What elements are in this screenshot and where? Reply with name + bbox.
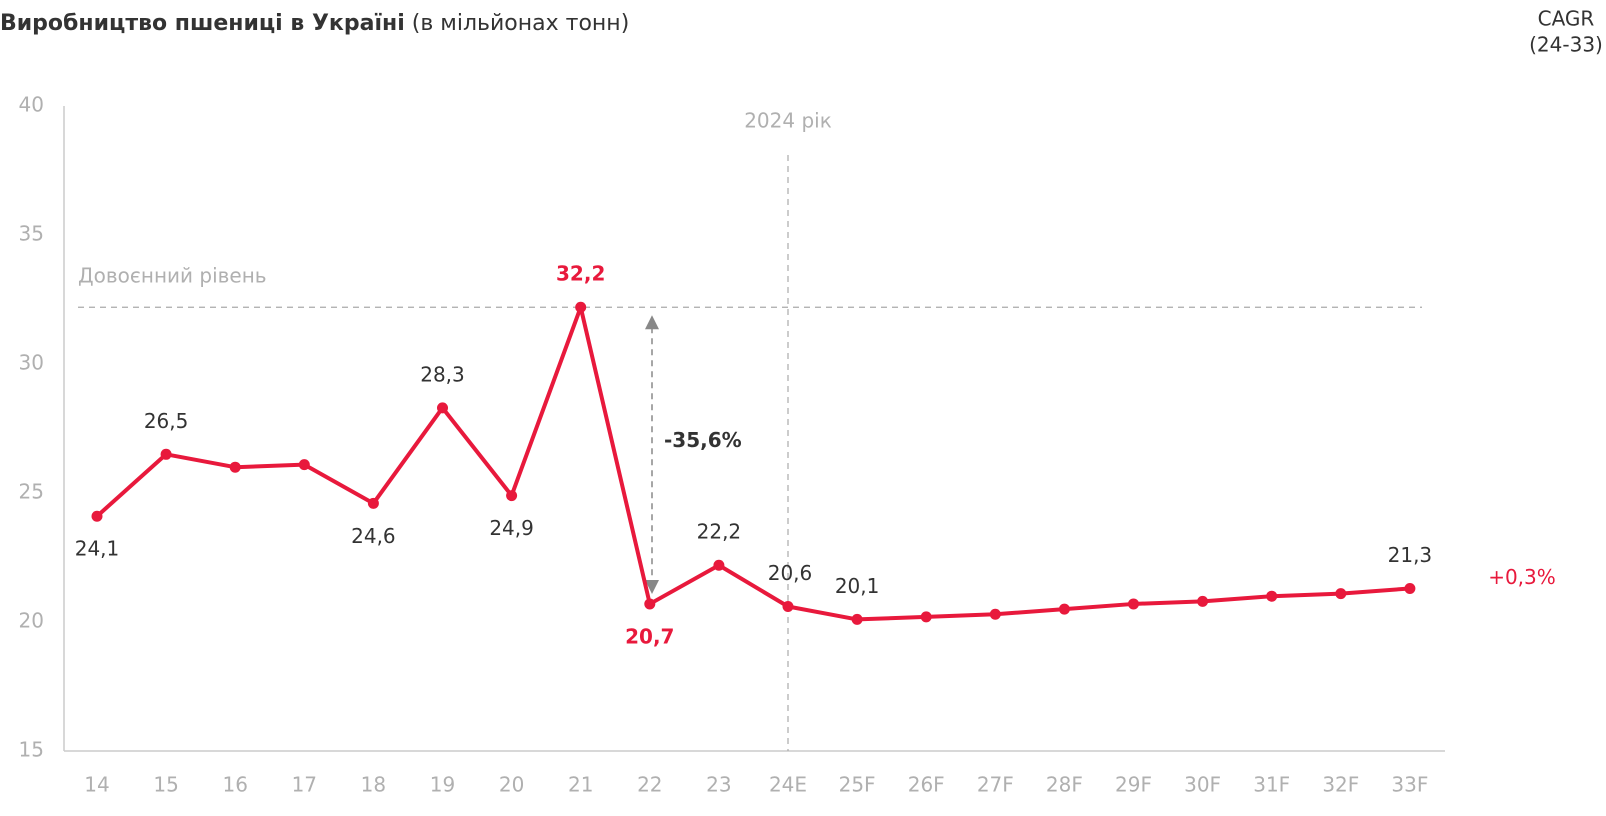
x-tick-label: 20: [499, 773, 524, 797]
x-tick-label: 29F: [1115, 773, 1152, 797]
value-label: 24,9: [489, 516, 534, 540]
x-tick-label: 24E: [769, 773, 807, 797]
value-label: 20,7: [625, 624, 674, 648]
data-point: [644, 598, 656, 610]
y-tick-label: 25: [19, 480, 44, 504]
data-point: [437, 402, 448, 414]
vertical-label: 2024 рік: [744, 109, 832, 133]
data-point: [1128, 598, 1139, 610]
x-tick-label: 32F: [1322, 773, 1359, 797]
arrow-head: [645, 315, 659, 330]
data-point: [367, 497, 379, 509]
data-point: [1197, 595, 1209, 607]
data-point: [229, 461, 241, 473]
cagr-title: CAGR: [1538, 7, 1595, 31]
value-label: 22,2: [697, 520, 742, 544]
title-main: Виробництво пшениці в Україні: [0, 11, 405, 36]
y-tick-label: 15: [19, 738, 44, 762]
x-tick-label: 30F: [1184, 773, 1221, 797]
data-point: [1335, 588, 1347, 600]
reference-label: Довоєнний рівень: [78, 264, 267, 288]
value-label: 20,6: [768, 561, 813, 585]
arrow-head: [645, 579, 659, 594]
data-point: [160, 448, 172, 460]
data-point: [851, 613, 863, 625]
value-label: 21,3: [1388, 543, 1433, 567]
x-tick-label: 22: [637, 773, 662, 797]
value-label: 26,5: [144, 409, 189, 433]
title-sub: (в мільйонах тонн): [412, 11, 630, 36]
x-tick-label: 18: [361, 773, 386, 797]
change-label: -35,6%: [664, 428, 742, 452]
y-tick-label: 20: [19, 609, 44, 633]
y-tick-label: 30: [19, 351, 44, 375]
data-point: [1266, 590, 1278, 602]
data-point: [575, 301, 587, 313]
data-point: [713, 559, 725, 571]
x-tick-label: 23: [706, 773, 731, 797]
data-point: [989, 608, 1001, 620]
x-tick-label: 33F: [1391, 773, 1428, 797]
x-tick-label: 19: [430, 773, 455, 797]
x-tick-label: 21: [568, 773, 593, 797]
data-line: [95, 305, 1411, 622]
data-point: [1404, 582, 1416, 594]
cagr-value: +0,3%: [1488, 565, 1556, 589]
x-tick-label: 28F: [1046, 773, 1083, 797]
data-point: [782, 601, 794, 613]
value-label: 28,3: [420, 362, 465, 386]
chart-title: Виробництво пшениці в Україні (в мільйон…: [0, 11, 629, 36]
y-tick-label: 35: [19, 222, 44, 246]
value-label: 20,1: [835, 574, 880, 598]
data-point: [91, 510, 103, 522]
value-label: 24,1: [75, 537, 120, 561]
value-label: 24,6: [351, 524, 396, 548]
data-point: [920, 611, 932, 623]
x-tick-label: 26F: [908, 773, 945, 797]
x-tick-label: 14: [84, 773, 109, 797]
cagr-period: (24-33): [1529, 33, 1603, 57]
value-label: 32,2: [556, 262, 605, 286]
data-point: [506, 490, 518, 502]
data-point: [1058, 603, 1070, 615]
x-tick-label: 31F: [1253, 773, 1290, 797]
x-tick-label: 17: [292, 773, 317, 797]
y-tick-label: 40: [19, 93, 44, 117]
data-point: [298, 459, 310, 471]
x-tick-label: 25F: [839, 773, 876, 797]
x-tick-label: 27F: [977, 773, 1014, 797]
x-tick-label: 16: [222, 773, 247, 797]
x-tick-label: 15: [153, 773, 178, 797]
